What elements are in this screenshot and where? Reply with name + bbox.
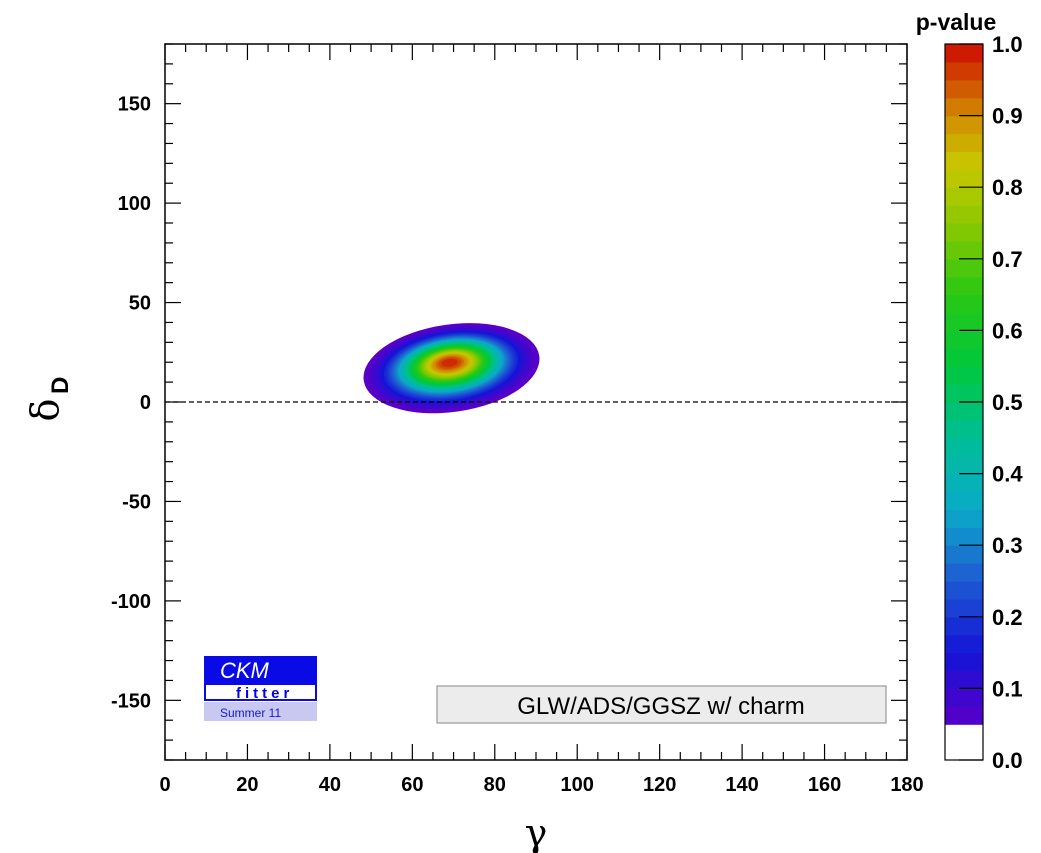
x-tick-label: 120 [643,774,676,796]
x-tick-label: 180 [890,774,923,796]
colorbar-band [945,706,983,725]
colorbar-band [945,348,983,367]
colorbar-band [945,330,983,349]
colorbar-band [945,491,983,510]
colorbar-ticks [959,43,983,761]
colorbar-tick-label: 0.2 [992,605,1023,630]
colorbar-band [945,366,983,385]
colorbar-band [945,223,983,242]
colorbar-band [945,545,983,564]
colorbar-band [945,473,983,493]
svg-text:δ: δ [23,399,67,422]
y-tick-labels: -150 -100 -50 0 50 100 150 [111,94,151,713]
colorbar-band [945,44,983,63]
colorbar-band [945,581,983,600]
colorbar-band [945,688,983,707]
x-axis-title: γ [525,811,548,853]
colorbar-tick-label: 0.1 [992,676,1023,701]
colorbar-band [945,670,983,689]
colorbar-band [945,652,983,672]
x-tick-label: 40 [319,774,341,796]
x-tick-label: 140 [725,774,758,796]
colorbar-tick-labels: 0.0 0.1 0.2 0.3 0.4 0.5 0.6 0.7 0.8 0.9 1.0 [992,32,1023,773]
colorbar-band [945,312,983,331]
colorbar-band [945,133,983,152]
colorbar-tick-label: 0.0 [992,748,1023,773]
x-tick-label: 100 [561,774,594,796]
colorbar-band [945,169,983,188]
y-tick-label: 100 [118,193,151,215]
y-tick-label: 150 [118,94,151,116]
logo-fitter-text: fitter [236,685,293,702]
colorbar-tick-label: 0.9 [992,104,1023,129]
contour-band [441,358,458,367]
colorbar-band [945,115,983,135]
colorbar-tick-label: 1.0 [992,32,1023,57]
colorbar-band [945,187,983,206]
x-tick-label: 160 [808,774,841,796]
legend: GLW/ADS/GGSZ w/ charm [436,685,887,724]
x-tick-label: 0 [159,774,170,796]
colorbar-tick-label: 0.5 [992,390,1023,415]
svg-text:D: D [47,377,74,394]
colorbar-tick-label: 0.4 [992,462,1023,487]
colorbar-band-empty [945,724,983,760]
colorbar-band [945,437,983,457]
y-tick-label: -150 [111,690,151,712]
y-tick-label: -100 [111,591,151,613]
colorbar-tick-label: 0.7 [992,247,1023,272]
colorbar-band [945,509,983,528]
colorbar-band [945,419,983,439]
logo-top-band [204,656,317,684]
legend-box [436,685,887,724]
y-axis-title: δ D [23,377,74,422]
colorbar-band [945,276,983,296]
y-tick-label: 50 [129,293,151,315]
logo-ckm-text: CKM [220,658,270,683]
contour-band [448,361,450,363]
logo-bottom-band [204,702,317,721]
y-tick-label: -50 [122,491,151,513]
p-value-contour-region [363,323,540,414]
legend-label: GLW/ADS/GGSZ w/ charm [517,693,805,720]
colorbar-band [945,384,983,403]
colorbar-band [945,634,983,654]
colorbar-tick-label: 0.8 [992,175,1023,200]
colorbar-band [945,455,983,475]
x-tick-labels: 0 20 40 60 80 100 120 140 160 180 [159,774,923,796]
colorbar-band [945,61,983,81]
colorbar-band [945,79,983,99]
colorbar-band [945,151,983,170]
colorbar-band [945,563,983,582]
axis-ticks [164,43,908,761]
colorbar-band [945,97,983,117]
colorbar-band [945,240,983,260]
colorbar-band [945,598,983,618]
colorbar-title: p-value [916,9,997,35]
colorbar-band [945,294,983,314]
colorbar-band [945,616,983,636]
x-tick-label: 20 [236,774,258,796]
colorbar-band [945,258,983,278]
colorbar [945,44,983,760]
colorbar-band [945,205,983,224]
colorbar-band [945,527,983,546]
y-tick-label: 0 [140,392,151,414]
colorbar-tick-label: 0.6 [992,318,1023,343]
colorbar-tick-label: 0.3 [992,533,1023,558]
x-tick-label: 60 [401,774,423,796]
logo-middle-band [204,683,317,701]
logo-season-text: Summer 11 [220,706,281,720]
colorbar-band [945,402,983,421]
ckmfitter-logo: CKM fitter Summer 11 [204,656,317,721]
x-tick-label: 80 [484,774,506,796]
